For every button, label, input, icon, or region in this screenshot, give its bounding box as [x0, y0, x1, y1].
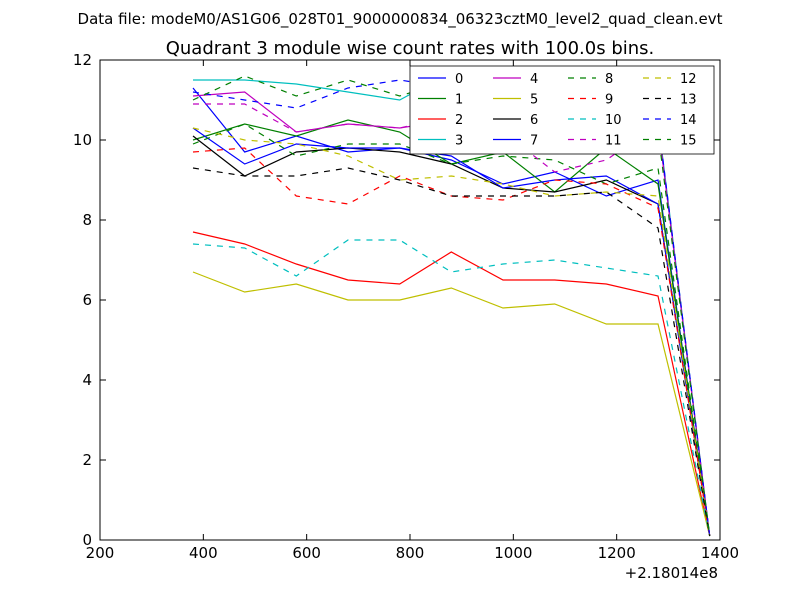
series-0-line [192, 87, 711, 537]
legend-label-8: 8 [605, 72, 613, 87]
chart-title: Quadrant 3 module wise count rates with … [166, 38, 655, 59]
series-2-line [192, 231, 711, 537]
series-5-line [192, 271, 711, 537]
legend-label-13: 13 [680, 93, 697, 108]
legend-label-3: 3 [455, 134, 463, 149]
y-tick-label: 12 [73, 51, 92, 69]
legend-box [409, 65, 715, 155]
x-offset-label: +2.18014e8 [625, 564, 718, 582]
series-7-line [192, 127, 711, 537]
legend-label-6: 6 [530, 113, 538, 128]
y-tick-label: 0 [82, 531, 92, 549]
x-tick-label: 1400 [701, 544, 739, 562]
legend-label-15: 15 [680, 134, 697, 149]
x-tick-label: 200 [86, 544, 115, 562]
y-tick-label: 10 [73, 131, 92, 149]
legend-label-7: 7 [530, 134, 538, 149]
legend-label-4: 4 [530, 72, 538, 87]
series-9-line [192, 147, 711, 537]
legend-label-1: 1 [455, 93, 463, 108]
legend-label-5: 5 [530, 93, 538, 108]
y-tick-label: 8 [82, 211, 92, 229]
x-tick-label: 600 [292, 544, 321, 562]
legend-label-14: 14 [680, 113, 697, 128]
legend-label-12: 12 [680, 72, 697, 87]
x-tick-label: 1000 [494, 544, 532, 562]
x-tick-label: 1200 [598, 544, 636, 562]
legend-label-10: 10 [605, 113, 622, 128]
x-tick-label: 400 [189, 544, 218, 562]
legend-label-11: 11 [605, 134, 622, 149]
y-tick-label: 2 [82, 451, 92, 469]
suptitle: Data file: modeM0/AS1G06_028T01_90000008… [78, 10, 723, 29]
series-8-line [192, 123, 711, 537]
y-tick-label: 4 [82, 371, 92, 389]
y-tick-label: 6 [82, 291, 92, 309]
x-tick-label: 800 [396, 544, 425, 562]
legend-label-2: 2 [455, 113, 463, 128]
legend-label-9: 9 [605, 93, 613, 108]
series-13-line [192, 167, 711, 537]
legend-label-0: 0 [455, 72, 463, 87]
series-12-line [192, 127, 711, 537]
series-10-line [192, 239, 711, 537]
